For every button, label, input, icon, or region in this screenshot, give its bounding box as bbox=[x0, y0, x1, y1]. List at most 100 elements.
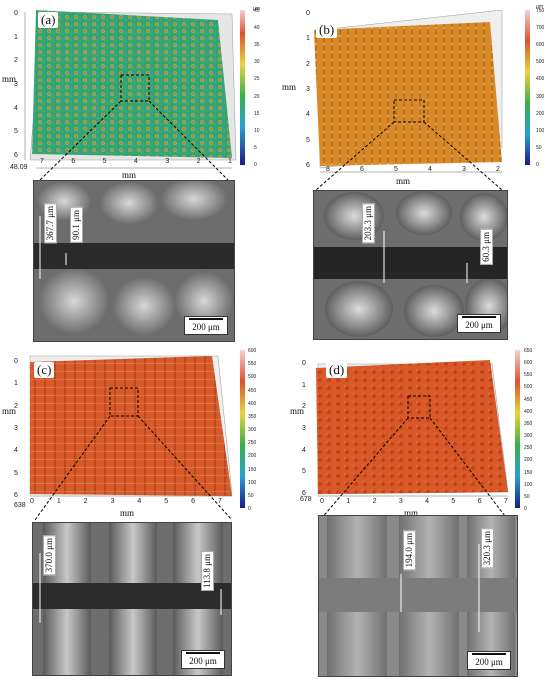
y-tick: 1 bbox=[14, 33, 18, 41]
measurement-label: 194.0 μm bbox=[403, 530, 416, 571]
x-tick: 5 bbox=[394, 166, 398, 173]
x-tick: 5 bbox=[164, 498, 169, 505]
y-tick: 5 bbox=[14, 469, 18, 477]
colorbar-tick: 400 bbox=[536, 76, 545, 83]
x-tick: 3 bbox=[165, 158, 170, 165]
y-tick: 1 bbox=[302, 381, 306, 389]
zoom-box-d bbox=[407, 395, 431, 419]
measurement-label: 113.8 μm bbox=[201, 551, 214, 591]
colorbar-tick: 450 bbox=[524, 396, 533, 403]
colorbar-tick: 35 bbox=[254, 42, 260, 49]
scale-bar: 200 μm bbox=[457, 314, 501, 333]
colorbar-tick: 30 bbox=[254, 59, 260, 66]
x-tick: 1 bbox=[346, 498, 351, 505]
zoom-box-c bbox=[109, 387, 139, 417]
y-tick: 4 bbox=[14, 104, 18, 112]
scale-bar: 200 μm bbox=[184, 316, 228, 335]
colorbar-tick: 350 bbox=[524, 420, 533, 427]
sem-image-b: 203.3 μm 60.3 μm 200 μm bbox=[313, 190, 508, 340]
corner-value: 678 bbox=[300, 496, 312, 503]
colorbar-tick: 15 bbox=[254, 110, 260, 117]
x-tick: 4 bbox=[428, 166, 432, 173]
colorbar-tick: 750 bbox=[536, 8, 545, 14]
x-axis-title: mm bbox=[120, 508, 135, 518]
colorbar-tick: 200 bbox=[248, 453, 257, 460]
measurement-label: 367.7 μm bbox=[44, 203, 57, 244]
colorbar-tick: 100 bbox=[536, 127, 545, 134]
zoom-box-b bbox=[393, 99, 425, 123]
measurement-label: 60.3 μm bbox=[480, 229, 493, 265]
x-tick: 2 bbox=[83, 498, 88, 505]
y-tick: 6 bbox=[302, 490, 306, 497]
colorbar-tick: 500 bbox=[536, 59, 545, 66]
x-tick: 6 bbox=[191, 498, 196, 505]
x-tick: 0 bbox=[30, 498, 34, 505]
panel-label: (a) bbox=[38, 12, 59, 28]
colorbar-tick: 550 bbox=[524, 372, 533, 379]
colorbar-unit: μm bbox=[253, 6, 261, 12]
colorbar-c bbox=[240, 350, 245, 508]
colorbar-d bbox=[515, 350, 520, 508]
colorbar-tick: 25 bbox=[254, 76, 260, 83]
x-tick: 4 bbox=[425, 498, 430, 505]
x-tick: 4 bbox=[134, 158, 138, 165]
colorbar-tick: 40 bbox=[254, 25, 260, 32]
colorbar-tick: 500 bbox=[524, 384, 533, 391]
colorbar-tick: 0 bbox=[536, 162, 539, 168]
measurement-label: 320.3 μm bbox=[481, 528, 494, 569]
colorbar-tick: 450 bbox=[248, 387, 257, 394]
x-tick: 3 bbox=[462, 166, 466, 173]
scale-bar-label: 200 μm bbox=[192, 322, 220, 332]
colorbar-tick: 200 bbox=[536, 110, 545, 117]
colorbar-tick: 550 bbox=[248, 361, 257, 368]
colorbar-tick: 200 bbox=[524, 457, 533, 464]
surface-plot-d bbox=[316, 350, 520, 521]
y-tick: 1 bbox=[306, 35, 310, 43]
y-tick: 0 bbox=[306, 10, 310, 17]
colorbar-tick: 45 bbox=[254, 8, 260, 14]
y-tick: 3 bbox=[14, 425, 18, 432]
colorbar-tick: 400 bbox=[524, 408, 533, 415]
colorbar-tick: 650 bbox=[524, 348, 533, 354]
y-tick: 0 bbox=[14, 358, 18, 365]
colorbar-unit: μm bbox=[536, 4, 544, 10]
x-axis-title: mm bbox=[122, 170, 137, 180]
colorbar-tick: 50 bbox=[248, 492, 254, 499]
colorbar-tick: 50 bbox=[536, 144, 542, 151]
x-tick: 8 bbox=[326, 166, 330, 173]
x-axis-title: mm bbox=[404, 508, 419, 518]
x-tick: 4 bbox=[137, 498, 142, 505]
colorbar-tick: 300 bbox=[536, 93, 545, 100]
colorbar-tick: 10 bbox=[254, 127, 260, 134]
panel-label: (c) bbox=[34, 362, 55, 378]
measurement-label: 90.1 μm bbox=[70, 207, 83, 243]
y-tick: 2 bbox=[302, 403, 306, 411]
x-tick: 5 bbox=[451, 498, 456, 505]
x-tick: 0 bbox=[320, 498, 324, 505]
topography-panel-d: (d) mm mm 678 0 1 2 3 4 5 6 7 0 1 2 3 4 5 6 650 600 550… bbox=[280, 344, 550, 524]
scale-bar-label: 200 μm bbox=[189, 656, 217, 666]
measurement-label: 370.0 μm bbox=[43, 535, 56, 576]
colorbar-b bbox=[525, 10, 530, 165]
x-tick: 6 bbox=[360, 166, 364, 173]
x-axis-title: mm bbox=[396, 176, 411, 186]
x-tick: 7 bbox=[218, 498, 222, 505]
colorbar-tick: 250 bbox=[524, 445, 533, 452]
panel-label: (d) bbox=[326, 362, 348, 378]
y-tick: 6 bbox=[14, 152, 18, 159]
y-tick: 4 bbox=[302, 446, 306, 454]
y-tick: 5 bbox=[14, 128, 18, 136]
scale-bar-label: 200 μm bbox=[475, 657, 503, 667]
colorbar-tick: 700 bbox=[536, 25, 545, 32]
x-tick: 7 bbox=[504, 498, 508, 505]
x-tick: 6 bbox=[71, 158, 76, 165]
x-tick: 2 bbox=[496, 166, 500, 173]
y-axis-title: mm bbox=[2, 74, 17, 84]
colorbar-tick: 100 bbox=[524, 481, 533, 488]
scale-bar: 200 μm bbox=[467, 651, 511, 670]
colorbar-tick: 150 bbox=[248, 466, 257, 473]
x-tick: 3 bbox=[398, 498, 403, 505]
